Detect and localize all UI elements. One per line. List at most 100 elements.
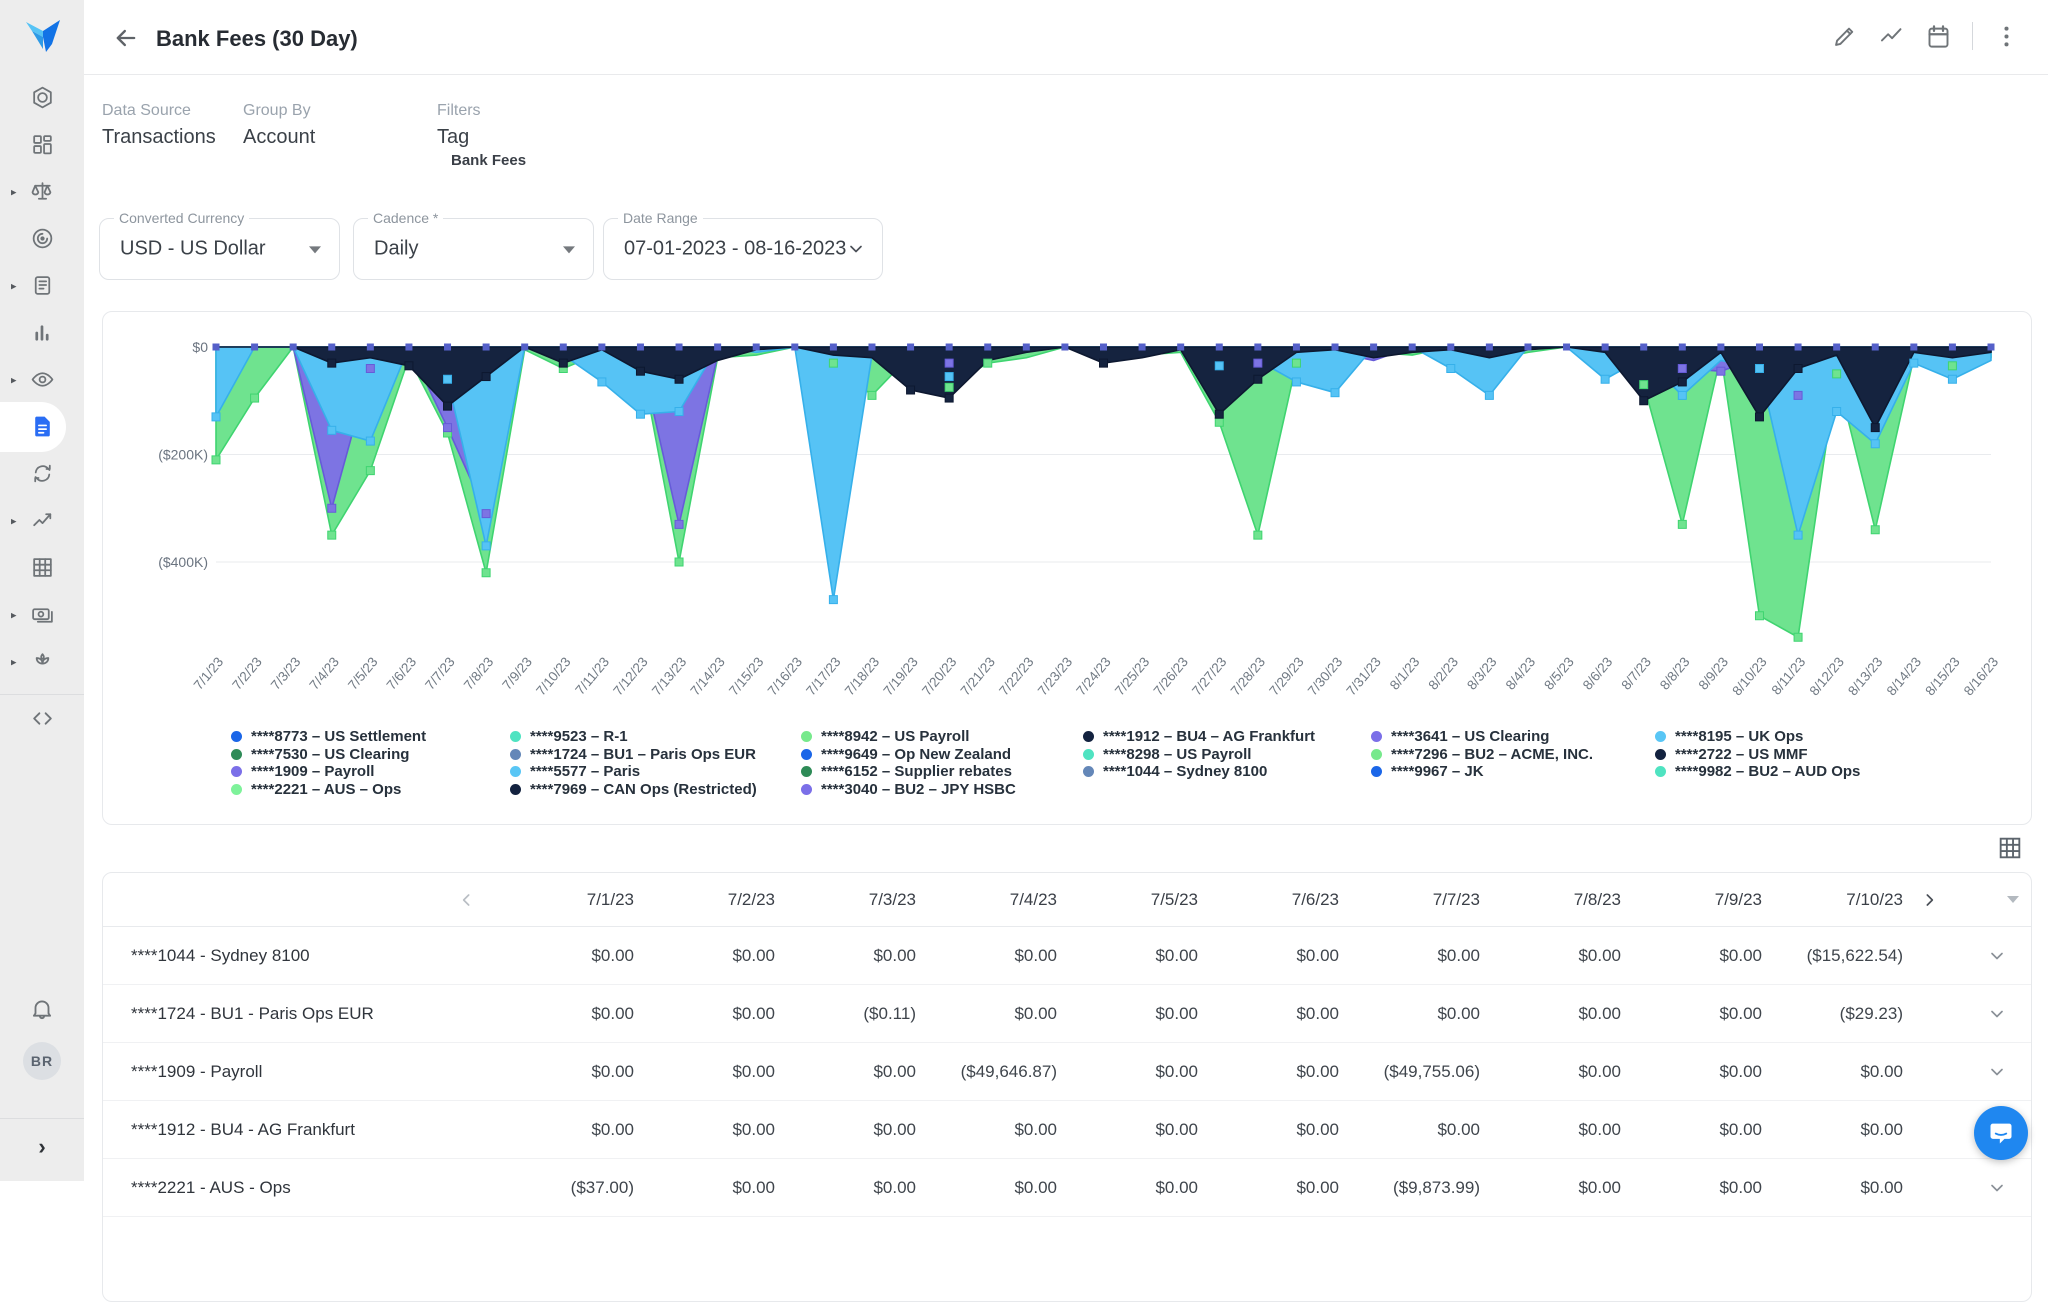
notifications-button[interactable]	[0, 996, 84, 1022]
legend-item[interactable]: ****8942 – US Payroll	[801, 730, 1016, 743]
sidebar-expand-button[interactable]: ›	[0, 1134, 84, 1160]
table-column-header[interactable]: 7/9/23	[1631, 890, 1772, 910]
sidebar-item-dashboard[interactable]	[0, 121, 84, 168]
table-column-header[interactable]: 7/1/23	[503, 890, 644, 910]
series-color-dot	[510, 766, 521, 777]
expand-caret-icon: ▸	[11, 608, 17, 621]
legend-column: ****9523 – R-1 ****1724 – BU1 – Paris Ops…	[510, 730, 757, 796]
legend-item[interactable]: ****3040 – BU2 – JPY HSBC	[801, 783, 1016, 796]
legend-item[interactable]: ****5577 – Paris	[510, 765, 757, 778]
sidebar-item-money[interactable]: ▸	[0, 591, 84, 638]
table-column-header[interactable]: 7/6/23	[1208, 890, 1349, 910]
svg-text:7/11/23: 7/11/23	[572, 654, 612, 697]
sidebar-item-plant[interactable]: ▸	[0, 638, 84, 685]
sidebar-item-hexagon[interactable]	[0, 74, 84, 121]
fee-value: $0.00	[926, 1004, 1067, 1024]
sidebar-item-bar-chart[interactable]	[0, 309, 84, 356]
fee-value: $0.00	[503, 1120, 644, 1140]
edit-pencil-icon[interactable]	[1831, 23, 1858, 50]
legend-item[interactable]: ****9967 – JK	[1371, 765, 1593, 778]
bank-fees-area-chart: $0($200K)($400K)7/1/237/2/237/3/237/4/23…	[102, 311, 2032, 825]
table-column-header[interactable]: 7/5/23	[1067, 890, 1208, 910]
legend-item[interactable]: ****1912 – BU4 – AG Frankfurt	[1083, 730, 1315, 743]
table-prev-button[interactable]	[103, 890, 503, 910]
svg-text:7/30/23: 7/30/23	[1305, 654, 1345, 698]
fee-value: $0.00	[1349, 946, 1490, 966]
sidebar-item-ledger[interactable]: ▸	[0, 262, 84, 309]
sidebar-item-scale[interactable]: ▸	[0, 168, 84, 215]
legend-item[interactable]: ****9982 – BU2 – AUD Ops	[1655, 765, 1860, 778]
page-title: Bank Fees (30 Day)	[156, 26, 358, 52]
legend-item[interactable]: ****1724 – BU1 – Paris Ops EUR	[510, 748, 757, 761]
table-row: ****1909 - Payroll$0.00$0.00$0.00($49,64…	[103, 1043, 2031, 1101]
expand-caret-icon: ▸	[11, 373, 17, 386]
series-color-dot	[510, 784, 521, 795]
svg-text:7/8/23: 7/8/23	[461, 654, 497, 692]
legend-item[interactable]: ****8773 – US Settlement	[231, 730, 426, 743]
legend-item[interactable]: ****2221 – AUS – Ops	[231, 783, 426, 796]
legend-item[interactable]: ****3641 – US Clearing	[1371, 730, 1593, 743]
table-next-button[interactable]	[1919, 890, 1939, 910]
sidebar-item-trend[interactable]: ▸	[0, 497, 84, 544]
legend-column: ****8773 – US Settlement ****7530 – US Cl…	[231, 730, 426, 796]
chat-support-button[interactable]	[1974, 1106, 2028, 1160]
legend-item[interactable]: ****6152 – Supplier rebates	[801, 765, 1016, 778]
cadence-select[interactable]: Cadence * Daily	[353, 218, 594, 280]
legend-item[interactable]: ****1909 – Payroll	[231, 765, 426, 778]
svg-text:7/14/23: 7/14/23	[687, 654, 727, 698]
back-button[interactable]	[112, 24, 140, 52]
date-range-picker[interactable]: Date Range 07-01-2023 - 08-16-2023	[603, 218, 883, 280]
legend-item[interactable]: ****9649 – Op New Zealand	[801, 748, 1016, 761]
svg-text:7/22/23: 7/22/23	[996, 654, 1036, 698]
legend-item[interactable]: ****7530 – US Clearing	[231, 748, 426, 761]
series-color-dot	[231, 731, 242, 742]
fee-value: $0.00	[785, 1062, 926, 1082]
sidebar-item-sync[interactable]	[0, 450, 84, 497]
legend-item[interactable]: ****7969 – CAN Ops (Restricted)	[510, 783, 757, 796]
svg-text:8/7/23: 8/7/23	[1618, 654, 1654, 692]
svg-text:7/15/23: 7/15/23	[726, 654, 766, 698]
sidebar-item-grid[interactable]	[0, 544, 84, 591]
expand-caret-icon: ▸	[11, 279, 17, 292]
sidebar-item-target[interactable]	[0, 215, 84, 262]
chart-line-icon[interactable]	[1878, 23, 1905, 50]
kebab-menu-icon[interactable]	[1993, 23, 2020, 50]
calendar-icon[interactable]	[1925, 23, 1952, 50]
series-color-dot	[231, 749, 242, 760]
legend-item[interactable]: ****9523 – R-1	[510, 730, 757, 743]
sidebar-item-code[interactable]	[0, 706, 84, 731]
svg-text:7/26/23: 7/26/23	[1151, 654, 1191, 698]
legend-label: ****9982 – BU2 – AUD Ops	[1675, 763, 1860, 780]
legend-item[interactable]: ****2722 – US MMF	[1655, 748, 1860, 761]
legend-item[interactable]: ****8298 – US Payroll	[1083, 748, 1315, 761]
row-expand-chevron-icon[interactable]	[1987, 946, 2007, 966]
sidebar-item-eye[interactable]: ▸	[0, 356, 84, 403]
column-filter-arrow-icon[interactable]	[2007, 896, 2019, 903]
sidebar-item-document[interactable]	[0, 403, 84, 450]
table-column-header[interactable]: 7/8/23	[1490, 890, 1631, 910]
svg-text:8/6/23: 8/6/23	[1580, 654, 1616, 692]
legend-item[interactable]: ****8195 – UK Ops	[1655, 730, 1860, 743]
trovata-logo[interactable]	[22, 14, 64, 56]
table-column-header[interactable]: 7/10/23	[1772, 890, 1913, 910]
table-column-header[interactable]: 7/7/23	[1349, 890, 1490, 910]
user-avatar[interactable]: BR	[0, 1042, 84, 1080]
table-view-toggle-button[interactable]	[1996, 834, 2024, 862]
row-expand-chevron-icon[interactable]	[1987, 1062, 2007, 1082]
table-column-header[interactable]: 7/2/23	[644, 890, 785, 910]
chevron-right-icon: ›	[38, 1134, 45, 1160]
converted-currency-value: USD - US Dollar	[120, 238, 266, 261]
series-color-dot	[1083, 749, 1094, 760]
fee-value: $0.00	[644, 1062, 785, 1082]
legend-item[interactable]: ****1044 – Sydney 8100	[1083, 765, 1315, 778]
row-expand-chevron-icon[interactable]	[1987, 1004, 2007, 1024]
expand-caret-icon: ▸	[11, 514, 17, 527]
converted-currency-select[interactable]: Converted Currency USD - US Dollar	[99, 218, 340, 280]
series-color-dot	[231, 766, 242, 777]
table-row: ****2221 - AUS - Ops($37.00)$0.00$0.00$0…	[103, 1159, 2031, 1217]
table-column-header[interactable]: 7/3/23	[785, 890, 926, 910]
svg-text:7/20/23: 7/20/23	[919, 654, 959, 698]
account-label: ****1912 - BU4 - AG Frankfurt	[103, 1120, 503, 1140]
legend-item[interactable]: ****7296 – BU2 – ACME, INC.	[1371, 748, 1593, 761]
table-column-header[interactable]: 7/4/23	[926, 890, 1067, 910]
